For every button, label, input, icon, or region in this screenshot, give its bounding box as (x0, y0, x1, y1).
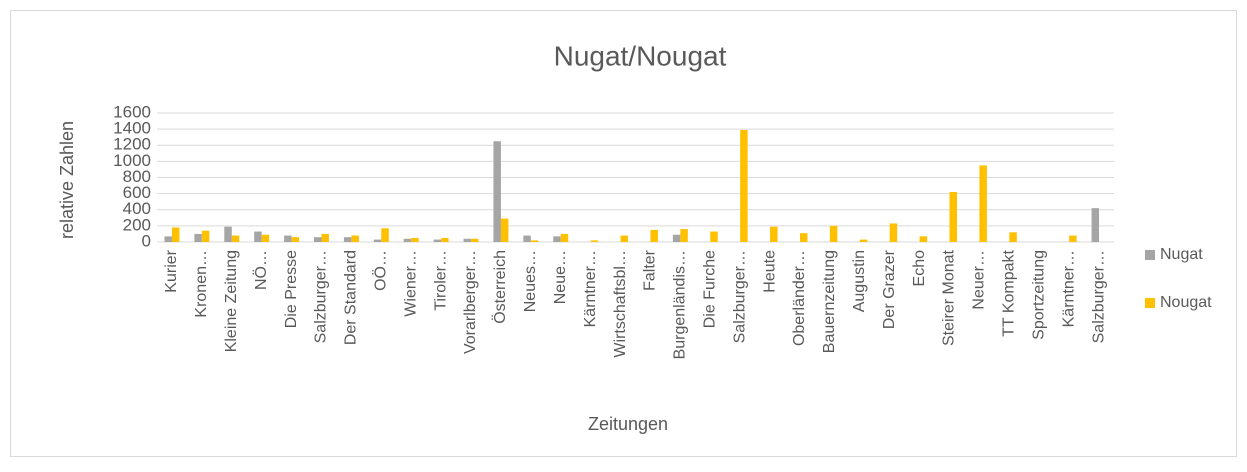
bar (351, 235, 359, 242)
bar (291, 237, 300, 242)
bar (979, 165, 987, 242)
x-tick-label: Neue… (552, 250, 569, 304)
bar (500, 218, 509, 242)
x-tick-label: Salzburger… (731, 250, 748, 343)
x-tick-label: Wiener… (402, 250, 419, 317)
bar (194, 233, 202, 242)
x-tick-label: Sportzeitung (1030, 250, 1047, 340)
bar (314, 237, 322, 242)
bar (680, 229, 688, 242)
y-axis-label: relative Zahlen (57, 121, 77, 239)
bar (770, 226, 778, 242)
bar (433, 239, 442, 242)
y-tick-label: 600 (123, 183, 151, 202)
x-tick-label: Augustin (851, 250, 868, 312)
chart-border (10, 10, 1237, 457)
legend-label: Nugat (1160, 246, 1203, 263)
y-tick-label: 1200 (113, 135, 151, 154)
x-tick-label: Steirer Monat (941, 249, 958, 346)
x-tick-label: Heute (761, 250, 778, 293)
bar (1091, 208, 1100, 242)
y-tick-label: 800 (123, 167, 151, 186)
y-tick-label: 200 (123, 215, 151, 234)
bar (463, 238, 472, 242)
legend-label: Nougat (1160, 294, 1212, 311)
bar (171, 227, 180, 242)
bar (411, 237, 419, 242)
bar (441, 237, 449, 242)
bar (949, 192, 957, 242)
bar (231, 235, 240, 242)
bar (164, 236, 172, 242)
bar (284, 235, 292, 242)
bar (403, 238, 412, 242)
bar (710, 231, 718, 242)
legend-swatch (1145, 298, 1155, 308)
x-tick-label: Wirtschaftsbl… (612, 250, 629, 358)
bar (530, 240, 539, 242)
bar (343, 237, 352, 242)
x-tick-label: Kronen… (193, 250, 210, 318)
bar (254, 231, 262, 242)
x-tick-label: Der Standard (343, 250, 360, 345)
x-tick-label: Oberländer… (791, 250, 808, 346)
bar (650, 229, 658, 242)
bar (523, 235, 531, 242)
x-tick-label: Echo (911, 250, 928, 287)
x-tick-label: Kleine Zeitung (223, 250, 240, 352)
bar (620, 235, 629, 242)
x-tick-label: Tiroler… (432, 250, 449, 311)
bar (1069, 235, 1077, 242)
x-tick-label: Bauernzeitung (821, 250, 838, 353)
bar (321, 233, 329, 242)
x-tick-label: OÖ… (372, 250, 390, 291)
y-tick-label: 400 (123, 199, 151, 218)
x-tick-label: Der Grazer (881, 249, 898, 329)
x-axis-label: Zeitungen (588, 414, 668, 434)
x-tick-label: TT Kompakt (1001, 249, 1018, 336)
x-tick-label: Vorarlberger… (462, 250, 479, 354)
x-tick-label: Neuer… (971, 250, 988, 310)
x-tick-label: Österreich (491, 250, 509, 324)
x-tick-label: Salzburger… (313, 250, 330, 343)
bar (1009, 232, 1017, 242)
x-tick-label: Die Furche (701, 250, 718, 328)
bar (553, 236, 561, 242)
bar (829, 225, 838, 242)
bar (740, 129, 748, 242)
bar (201, 230, 210, 242)
legend-swatch (1145, 250, 1155, 260)
x-tick-label: Burgenländis… (672, 250, 689, 359)
x-tick-label: NÖ… (252, 250, 270, 290)
bar (672, 234, 681, 242)
x-tick-label: Kärntner… (1060, 250, 1077, 327)
y-tick-label: 1600 (113, 102, 151, 121)
bar (224, 226, 232, 242)
chart-title: Nugat/Nougat (554, 40, 727, 71)
bar (799, 233, 808, 242)
bar (560, 233, 569, 242)
bar (889, 223, 898, 242)
bar (859, 239, 868, 242)
y-tick-label: 0 (142, 231, 151, 250)
x-tick-label: Neues… (522, 250, 539, 312)
bar (919, 236, 928, 242)
x-tick-label: Kurier (163, 249, 180, 292)
x-tick-label: Kärntner… (582, 250, 599, 327)
y-tick-label: 1000 (113, 151, 151, 170)
y-tick-label: 1400 (113, 119, 151, 138)
x-tick-label: Salzburger… (1090, 250, 1107, 343)
bar (590, 240, 599, 242)
x-tick-label: Falter (642, 249, 659, 291)
bar (471, 238, 479, 242)
bar (381, 228, 389, 242)
bar (373, 239, 382, 242)
bar (261, 234, 270, 242)
bar (493, 141, 501, 242)
x-tick-label: Die Presse (283, 250, 300, 328)
